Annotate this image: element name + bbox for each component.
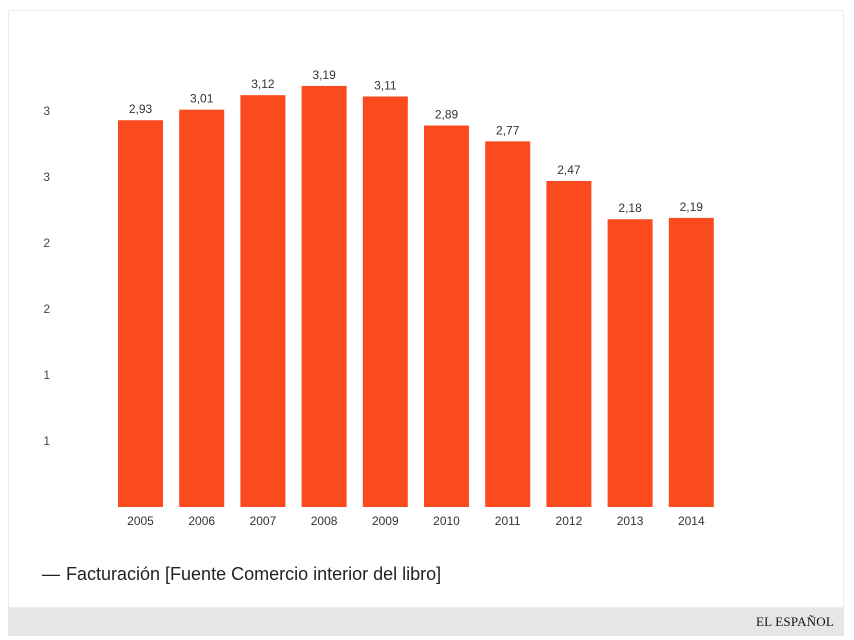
- bar: [607, 219, 653, 508]
- data-label: 2,89: [435, 108, 459, 122]
- bar: [424, 125, 469, 508]
- legend: — Facturación [Fuente Comercio interior d…: [42, 564, 441, 585]
- y-tick-label: 2: [43, 302, 50, 316]
- brand-logo: EL ESPAÑOL: [756, 614, 834, 629]
- data-label: 2,93: [129, 102, 153, 116]
- bar: [485, 141, 531, 508]
- data-label: 3,01: [190, 92, 214, 106]
- data-label: 2,77: [496, 123, 520, 137]
- bar: [240, 95, 286, 507]
- x-tick-label: 2005: [127, 514, 154, 528]
- legend-marker: —: [42, 564, 60, 584]
- bar: [301, 85, 347, 508]
- bar: [118, 120, 163, 508]
- data-label: 3,11: [374, 78, 397, 92]
- y-tick-label: 3: [43, 104, 50, 118]
- data-label: 3,12: [251, 77, 275, 91]
- y-tick-label: 3: [43, 170, 50, 184]
- x-tick-label: 2006: [188, 514, 215, 528]
- data-label: 2,19: [680, 200, 704, 214]
- footer-bar: EL ESPAÑOL: [8, 608, 844, 636]
- data-label: 2,47: [557, 163, 581, 177]
- x-tick-label: 2010: [433, 514, 460, 528]
- y-tick-label: 1: [43, 434, 50, 448]
- x-tick-label: 2012: [556, 514, 583, 528]
- x-tick-label: 2014: [678, 514, 705, 528]
- bar: [546, 180, 592, 507]
- bar: [668, 217, 714, 508]
- y-tick-label: 1: [43, 368, 50, 382]
- data-label: 3,19: [312, 68, 336, 82]
- x-tick-label: 2013: [617, 514, 644, 528]
- x-tick-label: 2007: [250, 514, 277, 528]
- x-tick-label: 2011: [495, 514, 521, 528]
- data-label: 2,18: [618, 201, 642, 215]
- bar: [179, 109, 225, 508]
- y-tick-label: 2: [43, 236, 50, 250]
- x-tick-label: 2008: [311, 514, 338, 528]
- bar: [362, 96, 408, 507]
- x-tick-label: 2009: [372, 514, 399, 528]
- legend-label: Facturación [Fuente Comercio interior de…: [66, 564, 442, 584]
